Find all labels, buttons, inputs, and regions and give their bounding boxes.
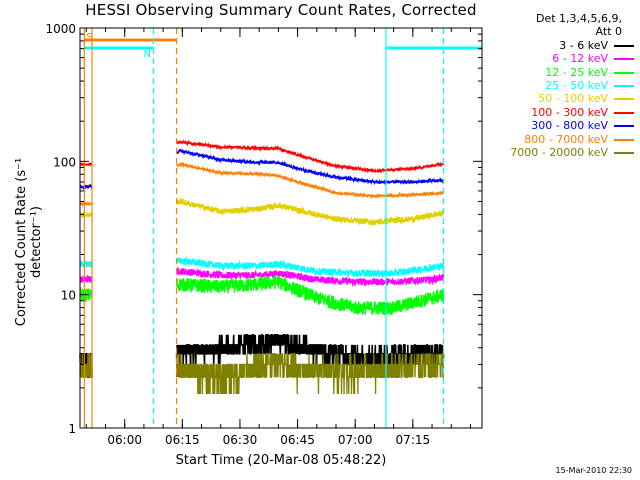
series-line-7-seg-1 (79, 183, 93, 190)
legend-swatch (614, 152, 634, 155)
series-line-6-seg-2 (176, 139, 445, 174)
legend-entry-2: 6 - 12 keV (484, 52, 634, 65)
x-tick-label-0700: 07:00 (338, 433, 373, 447)
chart-title: HESSI Observing Summary Count Rates, Cor… (85, 1, 477, 19)
series-line-2-seg-1 (79, 274, 93, 284)
x-tick-label-0715: 07:15 (396, 433, 431, 447)
legend-swatch (614, 44, 634, 47)
legend: Det 1,3,4,5,6,9, Att 0 3 - 6 keV 6 - 12 k… (484, 12, 634, 159)
legend-entry-1: 3 - 6 keV (484, 39, 634, 52)
legend-entry-6: 100 - 300 keV (484, 106, 634, 119)
legend-entry-4: 25 - 50 keV (484, 79, 634, 92)
legend-label: 25 - 50 keV (545, 79, 608, 93)
legend-header-detectors: Det 1,3,4,5,6,9, (535, 12, 622, 25)
legend-label: 7000 - 20000 keV (510, 146, 608, 160)
legend-label: 50 - 100 keV (538, 92, 608, 106)
x-tick-label-0630: 06:30 (223, 433, 258, 447)
y-tick-label-1: 1 (68, 422, 76, 436)
legend-label: 300 - 800 keV (531, 119, 608, 133)
legend-entry-9: 7000 - 20000 keV (484, 146, 634, 159)
legend-label: 100 - 300 keV (531, 105, 608, 119)
series-line-4-seg-1 (79, 260, 93, 268)
legend-label: 12 - 25 keV (545, 65, 608, 79)
flag-label-s: S (86, 32, 92, 43)
x-tick-label-0615: 06:15 (165, 433, 200, 447)
flag-label-n: N (144, 49, 151, 60)
y-tick-label-1000: 1000 (45, 22, 76, 36)
legend-label: 800 - 7000 keV (524, 132, 608, 146)
legend-swatch (614, 85, 634, 88)
legend-swatch (614, 138, 634, 141)
legend-swatch (614, 58, 634, 61)
plot-frame (79, 27, 483, 429)
legend-entry-8: 800 - 7000 keV (484, 133, 634, 146)
series-line-7-seg-2 (175, 148, 445, 186)
legend-entry-5: 50 - 100 keV (484, 92, 634, 105)
y-axis-label: Corrected Count Rate (s⁻¹ detector⁻¹) (14, 157, 44, 327)
legend-entry-3: 12 - 25 keV (484, 66, 634, 79)
legend-header-attenuator: Att 0 (595, 25, 622, 39)
series-line-3-seg-1 (79, 287, 93, 302)
legend-swatch (614, 98, 634, 101)
x-axis-label: Start Time (20-Mar-08 05:48:22) (175, 453, 387, 468)
y-tick-label-100: 100 (53, 155, 76, 169)
x-tick-label-0600: 06:00 (107, 433, 142, 447)
legend-swatch (614, 111, 634, 114)
series-line-9-seg-1 (79, 353, 93, 378)
generation-timestamp: 15-Mar-2010 22:30 (555, 466, 633, 475)
legend-entry-7: 300 - 800 keV (484, 119, 634, 132)
series-line-5-seg-1 (79, 211, 93, 220)
series-line-4-seg-2 (175, 256, 445, 279)
series-line-8-seg-1 (79, 200, 93, 208)
series-line-5-seg-2 (176, 196, 445, 227)
legend-label: 3 - 6 keV (559, 38, 608, 52)
series-line-3-seg-2 (175, 275, 445, 316)
legend-swatch (614, 71, 634, 74)
y-tick-label-10: 10 (61, 289, 76, 303)
series-line-6-seg-1 (79, 161, 93, 168)
legend-swatch (614, 125, 634, 128)
series-line-9-seg-2 (175, 353, 445, 395)
series-line-2-seg-2 (175, 267, 445, 288)
series-line-8-seg-2 (175, 161, 445, 200)
legend-label: 6 - 12 keV (552, 52, 608, 66)
x-tick-label-0645: 06:45 (280, 433, 315, 447)
